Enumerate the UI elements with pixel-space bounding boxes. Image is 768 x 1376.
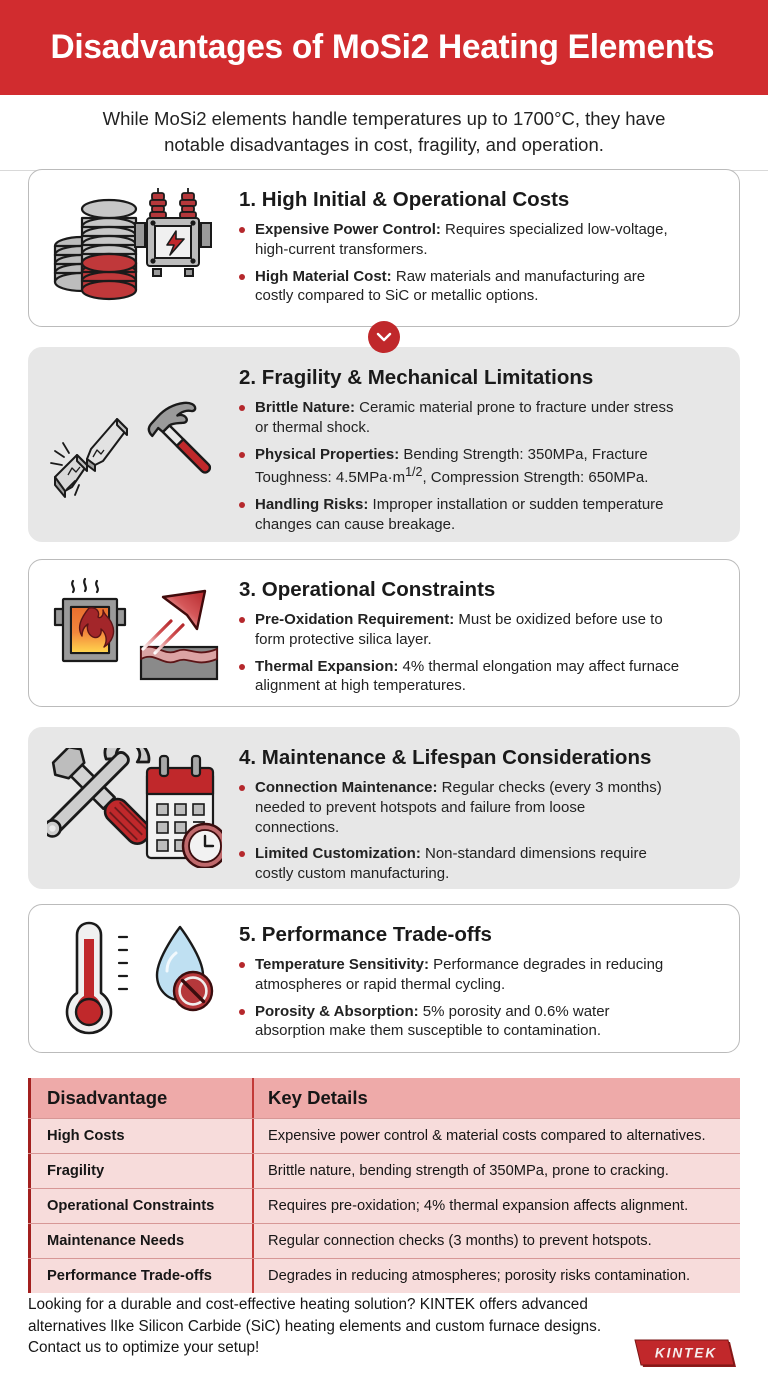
svg-text:KINTEK: KINTEK [655,1346,717,1361]
